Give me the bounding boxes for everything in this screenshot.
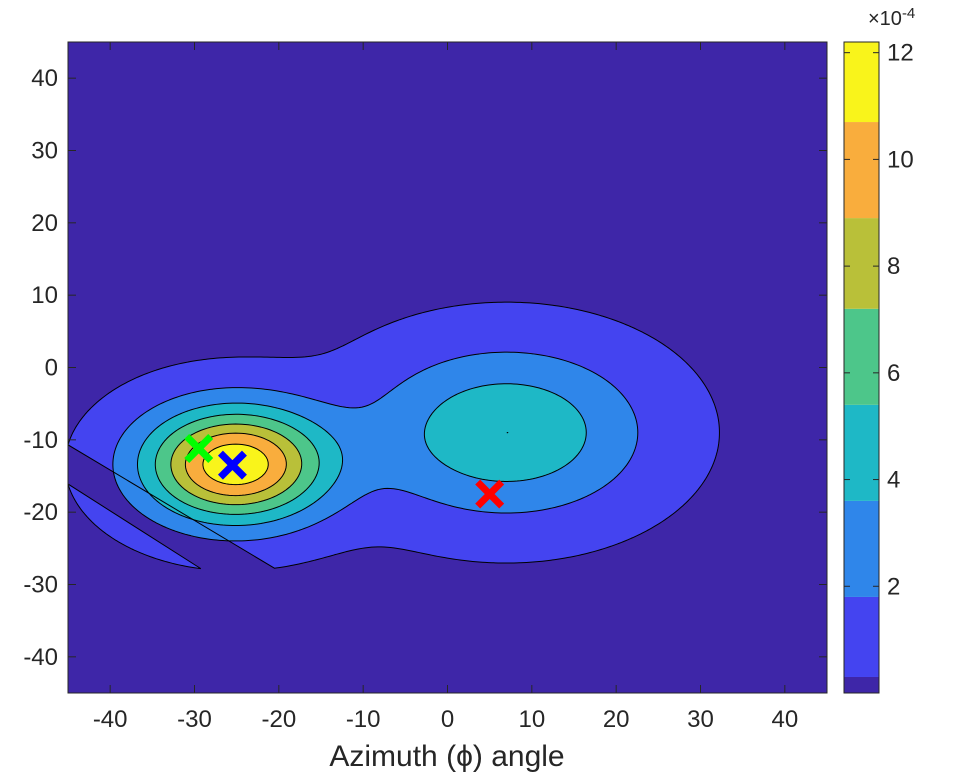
x-tick-label: 10 — [518, 706, 545, 733]
colorbar-band-1 — [844, 596, 879, 677]
colorbar-band-3 — [844, 404, 879, 501]
x-tick-label: 20 — [603, 706, 630, 733]
colorbar-tick-label: 8 — [887, 253, 900, 280]
y-tick-label: -40 — [23, 644, 58, 671]
y-tick-label: 20 — [31, 210, 58, 237]
colorbar-band-7 — [844, 42, 879, 123]
colorbar-tick-label: 6 — [887, 360, 900, 387]
x-tick-label: -40 — [93, 706, 128, 733]
colorbar-band-4 — [844, 308, 879, 405]
x-axis: -40 -30 -20 -10 0 10 20 30 40 — [93, 42, 798, 733]
colorbar-band-6 — [844, 122, 879, 219]
marker-green-x — [184, 434, 214, 463]
colorbar-band-5 — [844, 218, 879, 309]
contour-line-1 — [68, 301, 720, 570]
colorbar-tick-label: 4 — [887, 467, 900, 494]
y-tick-label: 10 — [31, 282, 58, 309]
colorbar-exponent-value: -4 — [902, 5, 915, 22]
colorbar: 12 10 8 6 4 2 ×10-4 — [843, 5, 915, 694]
colorbar-tick-label: 12 — [887, 40, 914, 67]
x-axis-title: Azimuth (ϕ) angle — [329, 740, 564, 773]
marker-blue-x — [217, 450, 247, 480]
colorbar-tick-label: 2 — [887, 573, 900, 600]
x-tick-label: 40 — [771, 706, 798, 733]
contour-line-5 — [170, 423, 303, 506]
marker-red-x — [475, 479, 505, 509]
contour-line-6 — [184, 432, 287, 497]
colorbar-band-2 — [844, 500, 879, 597]
colorbar-exponent: ×10-4 — [868, 5, 915, 30]
y-tick-label: -20 — [23, 499, 58, 526]
contour-line-7 — [202, 443, 269, 486]
x-tick-label: 30 — [687, 706, 714, 733]
y-tick-label: 30 — [31, 138, 58, 165]
y-axis: 40 30 20 10 0 -10 -20 -30 -40 — [23, 65, 827, 671]
colorbar-multiplier: ×10 — [868, 8, 902, 30]
x-tick-label: -30 — [177, 706, 212, 733]
y-tick-label: 40 — [31, 65, 58, 92]
colorbar-band-0 — [844, 676, 879, 693]
y-tick-label: -30 — [23, 572, 58, 599]
contour-line-2 — [112, 351, 639, 542]
y-tick-label: -10 — [23, 427, 58, 454]
x-tick-label: -10 — [346, 706, 381, 733]
plot-area — [67, 41, 828, 694]
colorbar-tick-label: 10 — [887, 146, 914, 173]
y-tick-label: 0 — [45, 355, 58, 382]
colorbar-border — [843, 41, 880, 694]
contour-line-4 — [154, 413, 509, 515]
contour-line-3 — [136, 383, 587, 527]
x-tick-label: -20 — [261, 706, 296, 733]
x-tick-label: 0 — [441, 706, 454, 733]
